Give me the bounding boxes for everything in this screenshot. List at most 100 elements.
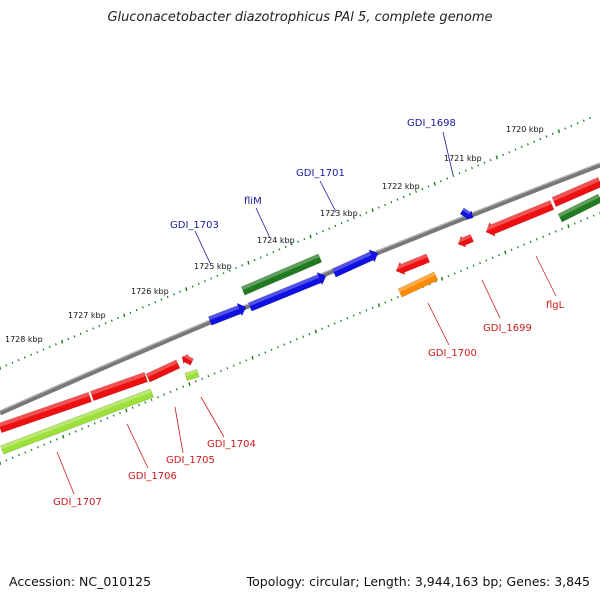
outer-ruler-tick	[216, 274, 219, 278]
outer-ruler-tick	[396, 198, 399, 201]
outer-ruler-tick	[483, 161, 486, 164]
inner-ruler-tick	[491, 256, 494, 259]
inner-ruler-tick	[74, 430, 77, 433]
kbp-label-1725: 1725 kbp	[194, 262, 232, 271]
outer-ruler-tick	[589, 116, 591, 120]
outer-ruler-tick	[446, 177, 449, 180]
inner-ruler-tick	[548, 232, 551, 236]
outer-ruler-tick	[452, 174, 455, 178]
connector-gdi-1706	[126, 423, 149, 469]
outer-ruler-tick	[495, 155, 498, 160]
kbp-label-1722: 1722 kbp	[382, 182, 420, 191]
inner-ruler-tick	[567, 224, 570, 229]
inner-ruler-tick	[276, 346, 279, 349]
connector-gdi-1699	[481, 279, 501, 319]
outer-ruler-tick	[564, 127, 567, 130]
inner-ruler-tick	[352, 314, 355, 317]
inner-ruler-tick	[289, 340, 292, 344]
gene-label-flim: fliM	[244, 196, 262, 207]
outer-ruler-tick	[36, 351, 39, 354]
outer-ruler-tick	[23, 356, 26, 359]
inner-ruler-tick	[24, 451, 27, 454]
gene-label-gdi-1705: GDI_1705	[166, 455, 215, 466]
inner-ruler-tick	[87, 425, 90, 428]
gene-gdi-1707	[0, 391, 93, 434]
inner-ruler-tick	[302, 335, 305, 338]
inner-ruler-tick	[327, 325, 330, 328]
outer-ruler-tick	[353, 216, 355, 220]
inner-ruler-tick	[251, 355, 254, 360]
inner-ruler-tick	[220, 369, 223, 373]
outer-ruler-tick	[135, 308, 138, 312]
inner-ruler-tick	[5, 459, 8, 462]
inner-ruler-tick	[377, 303, 381, 308]
connector-flgl	[535, 255, 557, 297]
outer-ruler-tick	[160, 298, 163, 301]
inner-ruler-tick	[175, 388, 178, 391]
inner-ruler-tick	[182, 385, 185, 388]
accession-text: Accession: NC_010125	[9, 574, 152, 589]
outer-ruler-tick	[266, 253, 269, 256]
gene-flgk	[557, 193, 600, 223]
gene-label-gdi-1707: GDI_1707	[53, 497, 102, 508]
gene-gdi-1702	[240, 253, 323, 296]
outer-ruler-tick	[228, 269, 231, 272]
outer-ruler-tick	[520, 145, 523, 149]
outer-ruler-tick	[110, 319, 113, 322]
outer-ruler-tick	[384, 203, 387, 206]
gene-label-flgl: flgL	[546, 300, 565, 311]
inner-ruler-tick	[390, 298, 393, 301]
gene-gdi-1700	[394, 253, 431, 276]
outer-ruler-tick	[278, 248, 281, 251]
inner-ruler-tick	[333, 322, 336, 325]
inner-ruler-tick	[17, 453, 20, 457]
inner-ruler-tick	[485, 259, 488, 262]
outer-ruler-tick	[489, 158, 492, 162]
inner-ruler-tick	[497, 253, 500, 257]
inner-ruler-tick	[308, 332, 311, 336]
outer-ruler-tick	[377, 206, 380, 209]
gene-gdi-1701	[331, 249, 379, 278]
outer-ruler-tick	[359, 214, 362, 217]
outer-ruler-tick	[477, 164, 480, 167]
outer-ruler-tick	[5, 364, 8, 367]
inner-ruler-tick	[283, 343, 286, 346]
outer-ruler-tick	[54, 343, 57, 346]
kbp-label-1724: 1724 kbp	[257, 236, 295, 245]
outer-ruler-tick	[92, 327, 95, 330]
outer-ruler-tick	[340, 222, 343, 225]
outer-ruler-tick	[191, 285, 194, 288]
gene-lime-1	[0, 388, 154, 455]
outer-ruler-tick	[210, 277, 213, 280]
inner-ruler-tick	[100, 419, 103, 423]
inner-ruler-tick	[232, 364, 235, 367]
inner-ruler-tick	[384, 301, 387, 304]
inner-ruler-tick	[163, 393, 166, 396]
inner-ruler-tick	[340, 319, 343, 323]
gene-lime-2	[184, 368, 200, 382]
outer-ruler-tick	[61, 339, 64, 344]
gene-label-gdi-1701: GDI_1701	[296, 168, 345, 179]
outer-ruler-tick	[241, 264, 244, 267]
inner-ruler-tick	[213, 372, 216, 375]
gene-flgl-2	[551, 177, 600, 207]
inner-ruler-tick	[169, 390, 172, 394]
outer-ruler-tick	[73, 335, 76, 338]
outer-ruler-tick	[104, 322, 107, 325]
outer-ruler-tick	[48, 345, 51, 349]
gene-label-gdi-1704: GDI_1704	[207, 439, 256, 450]
gene-flim	[247, 271, 327, 312]
outer-ruler-tick	[154, 301, 157, 304]
inner-ruler-tick	[49, 440, 52, 444]
gene-features	[0, 177, 600, 455]
inner-ruler-tick	[529, 240, 532, 244]
inner-ruler-tick	[466, 267, 469, 270]
outer-ruler-tick	[371, 208, 374, 213]
outer-ruler-tick	[570, 124, 573, 128]
outer-ruler-tick	[433, 181, 436, 186]
connector-gdi-1700	[427, 302, 450, 346]
inner-ruler-tick	[156, 396, 159, 399]
gene-gdi-1698	[459, 207, 474, 221]
outer-ruler-tick	[253, 258, 256, 262]
outer-ruler-tick	[390, 201, 393, 204]
